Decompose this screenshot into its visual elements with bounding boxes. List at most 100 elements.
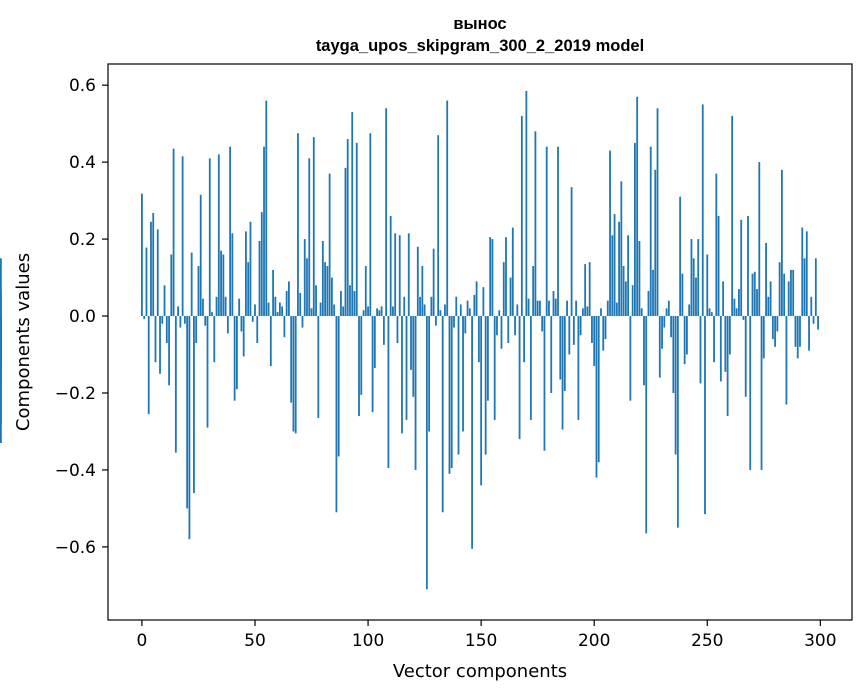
bar-127 [428,316,431,432]
bar-95 [355,142,358,317]
bar-108 [385,108,388,317]
bar-81 [324,262,326,317]
bar-30 [208,158,211,317]
bar-265 [740,219,743,317]
bar-230 [661,316,663,349]
bar-219 [636,96,639,317]
bar-296 [810,296,813,317]
bar-88 [340,291,342,317]
bar-11 [165,316,168,343]
bar-189 [568,316,571,355]
bar-216 [629,316,632,401]
bar-166 [516,304,519,317]
bar-13 [170,254,173,317]
bar-87 [337,316,340,457]
bar-107 [382,316,385,345]
bar-258 [724,316,727,372]
x-tick-label: 300 [804,631,836,651]
bar-211 [618,221,620,317]
bar-289 [794,316,797,347]
bar-150 [480,316,483,486]
bar-26 [199,194,202,317]
bar-274 [760,316,763,470]
bar-215 [627,235,630,317]
bar-226 [652,269,654,317]
bar-294 [805,231,808,317]
bar-68 [294,316,297,434]
bar-205 [604,316,607,340]
plot-frame [107,63,853,621]
bar-123 [419,296,421,317]
bar-159 [500,316,503,349]
bar-179 [545,146,548,317]
bar-238 [679,196,682,317]
bar-27 [202,298,204,317]
bar-220 [638,241,641,317]
bar-295 [808,316,810,351]
bar-172 [529,316,532,420]
bar-259 [726,316,729,417]
bar-280 [774,316,777,347]
bar-0 [141,193,143,317]
bar-261 [731,115,734,317]
bar-12 [168,316,170,386]
bar-275 [762,316,765,359]
bar-167 [518,316,521,440]
bar-260 [728,316,731,355]
bar-63 [283,316,286,338]
bar-286 [787,281,790,317]
bar-192 [575,300,578,317]
bar-75 [310,308,313,317]
bar-202 [597,316,600,463]
bar-93 [351,112,354,317]
bar-139 [455,296,458,317]
bar-116 [403,296,406,317]
bar-281 [776,316,779,332]
bar-35 [220,250,222,317]
bar-263 [735,308,738,317]
bar-20 [186,316,189,509]
bar-41 [233,316,236,401]
bar-115 [401,316,403,434]
bar-31 [211,312,213,317]
bar-113 [396,316,399,343]
bar-130 [435,316,437,326]
bar-40 [231,233,234,317]
bar-236 [674,316,677,455]
bar-120 [412,316,415,397]
y-tick-label: −0.6 [55,538,96,558]
bar-78 [317,316,320,418]
bar-48 [249,221,252,317]
bar-101 [369,133,372,317]
bar-32 [213,316,216,363]
y-tick-label: −0.2 [55,384,96,404]
bar-217 [631,285,634,317]
bar-1 [143,316,146,320]
bar-195 [581,308,584,317]
x-tick-label: 50 [244,631,266,651]
bar-109 [387,316,390,469]
x-tick-label: 0 [137,631,148,651]
bar-114 [398,235,401,317]
bar-188 [566,300,568,317]
bar-250 [706,254,709,317]
bar-82 [326,266,329,317]
bar-209 [613,214,616,317]
bar-248 [701,104,704,317]
bar-203 [600,308,602,317]
bar-208 [611,235,614,317]
bar-273 [758,162,761,317]
bar-290 [796,316,799,359]
bar-181 [550,316,553,393]
bar-42 [236,316,238,390]
bar-204 [602,316,605,351]
bar-102 [371,316,374,413]
bar-undefined [0,316,2,384]
bar-77 [315,285,317,317]
bar-7 [156,229,159,317]
x-tick-label: 200 [578,631,610,651]
bar-239 [681,273,684,317]
bar-182 [552,291,555,317]
bar-180 [548,300,550,317]
